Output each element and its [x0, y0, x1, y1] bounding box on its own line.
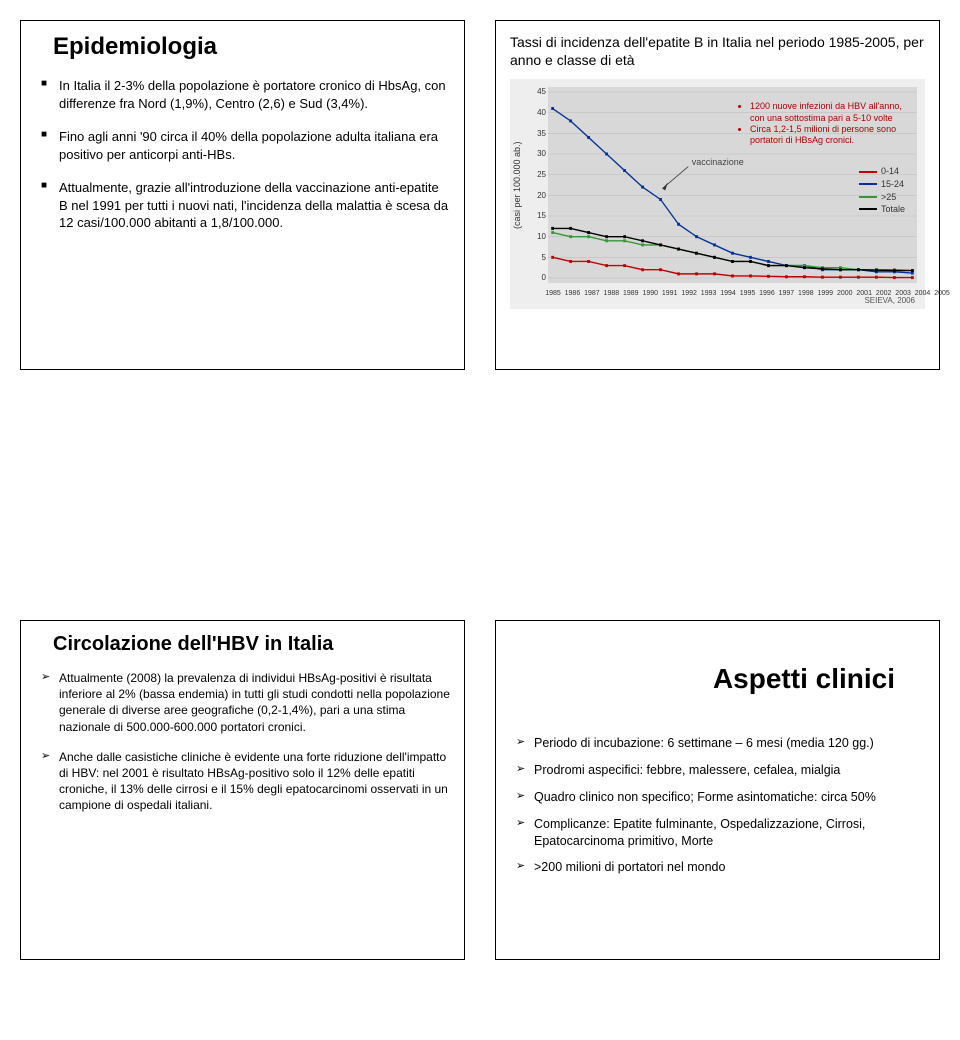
- chart-source: SEIEVA, 2006: [864, 296, 915, 305]
- x-tick: 1995: [740, 290, 756, 297]
- slide-epidemiologia: Epidemiologia In Italia il 2-3% della po…: [20, 20, 465, 370]
- y-tick: 35: [530, 129, 546, 138]
- chart-vaccination-label: vaccinazione: [692, 157, 744, 167]
- bullet: Anche dalle casistiche cliniche è eviden…: [41, 749, 450, 814]
- y-tick: 20: [530, 191, 546, 200]
- x-tick: 1999: [818, 290, 834, 297]
- x-tick: 1998: [798, 290, 814, 297]
- legend-row: 15-24: [859, 178, 905, 191]
- slide3-bullets: Attualmente (2008) la prevalenza di indi…: [35, 670, 450, 814]
- x-tick: 1989: [623, 290, 639, 297]
- slide1-title: Epidemiologia: [53, 33, 450, 61]
- x-tick: 1990: [642, 290, 658, 297]
- legend-swatch: [859, 171, 877, 173]
- legend-label: >25: [881, 191, 896, 204]
- slide3-title: Circolazione dell'HBV in Italia: [53, 633, 450, 656]
- bullet: Fino agli anni '90 circa il 40% della po…: [41, 128, 450, 163]
- x-tick: 1992: [681, 290, 697, 297]
- x-tick: 1996: [759, 290, 775, 297]
- bullet: Attualmente, grazie all'introduzione del…: [41, 179, 450, 232]
- bullet: Attualmente (2008) la prevalenza di indi…: [41, 670, 450, 735]
- legend-row: >25: [859, 191, 905, 204]
- y-tick: 5: [530, 253, 546, 262]
- y-tick: 15: [530, 211, 546, 220]
- chart-plot-area: 1200 nuove infezioni da HBV all'anno, co…: [548, 87, 917, 283]
- y-tick: 25: [530, 170, 546, 179]
- chart-note-item: Circa 1,2-1,5 milioni di persone sono po…: [750, 124, 905, 147]
- legend-label: 15-24: [881, 178, 904, 191]
- chart-container: (casi per 100.000 ab.) 1200 nuove infezi…: [510, 79, 925, 309]
- bullet: >200 milioni di portatori nel mondo: [516, 859, 925, 876]
- slide4-title: Aspetti clinici: [510, 663, 895, 695]
- x-tick: 1987: [584, 290, 600, 297]
- bullet: Quadro clinico non specifico; Forme asin…: [516, 789, 925, 806]
- chart-note: 1200 nuove infezioni da HBV all'anno, co…: [740, 101, 905, 146]
- bullet: Prodromi aspecifici: febbre, malessere, …: [516, 762, 925, 779]
- x-tick: 1993: [701, 290, 717, 297]
- x-tick: 1986: [565, 290, 581, 297]
- x-tick: 1997: [779, 290, 795, 297]
- legend-swatch: [859, 208, 877, 210]
- slide4-bullets: Periodo di incubazione: 6 settimane – 6 …: [510, 735, 925, 876]
- legend-row: 0-14: [859, 165, 905, 178]
- y-tick: 10: [530, 232, 546, 241]
- x-tick: 2004: [915, 290, 931, 297]
- slide1-bullets: In Italia il 2-3% della popolazione è po…: [35, 77, 450, 232]
- slide-chart: Tassi di incidenza dell'epatite B in Ita…: [495, 20, 940, 370]
- legend-swatch: [859, 196, 877, 198]
- x-tick: 2005: [934, 290, 950, 297]
- x-tick: 1994: [720, 290, 736, 297]
- y-tick: 40: [530, 108, 546, 117]
- x-tick: 2000: [837, 290, 853, 297]
- chart-note-item: 1200 nuove infezioni da HBV all'anno, co…: [750, 101, 905, 124]
- bullet: Periodo di incubazione: 6 settimane – 6 …: [516, 735, 925, 752]
- legend-row: Totale: [859, 203, 905, 216]
- bullet: Complicanze: Epatite fulminante, Ospedal…: [516, 816, 925, 850]
- x-tick: 1985: [545, 290, 561, 297]
- bullet: In Italia il 2-3% della popolazione è po…: [41, 77, 450, 112]
- legend-swatch: [859, 183, 877, 185]
- slide2-subtitle: Tassi di incidenza dell'epatite B in Ita…: [510, 33, 925, 69]
- x-tick: 1991: [662, 290, 678, 297]
- x-tick: 1988: [604, 290, 620, 297]
- legend-label: 0-14: [881, 165, 899, 178]
- slide-circolazione: Circolazione dell'HBV in Italia Attualme…: [20, 620, 465, 960]
- y-tick: 30: [530, 149, 546, 158]
- y-tick: 0: [530, 273, 546, 282]
- slide-aspetti-clinici: Aspetti clinici Periodo di incubazione: …: [495, 620, 940, 960]
- y-tick: 45: [530, 87, 546, 96]
- legend-label: Totale: [881, 203, 905, 216]
- chart-legend: 0-1415-24>25Totale: [859, 165, 905, 215]
